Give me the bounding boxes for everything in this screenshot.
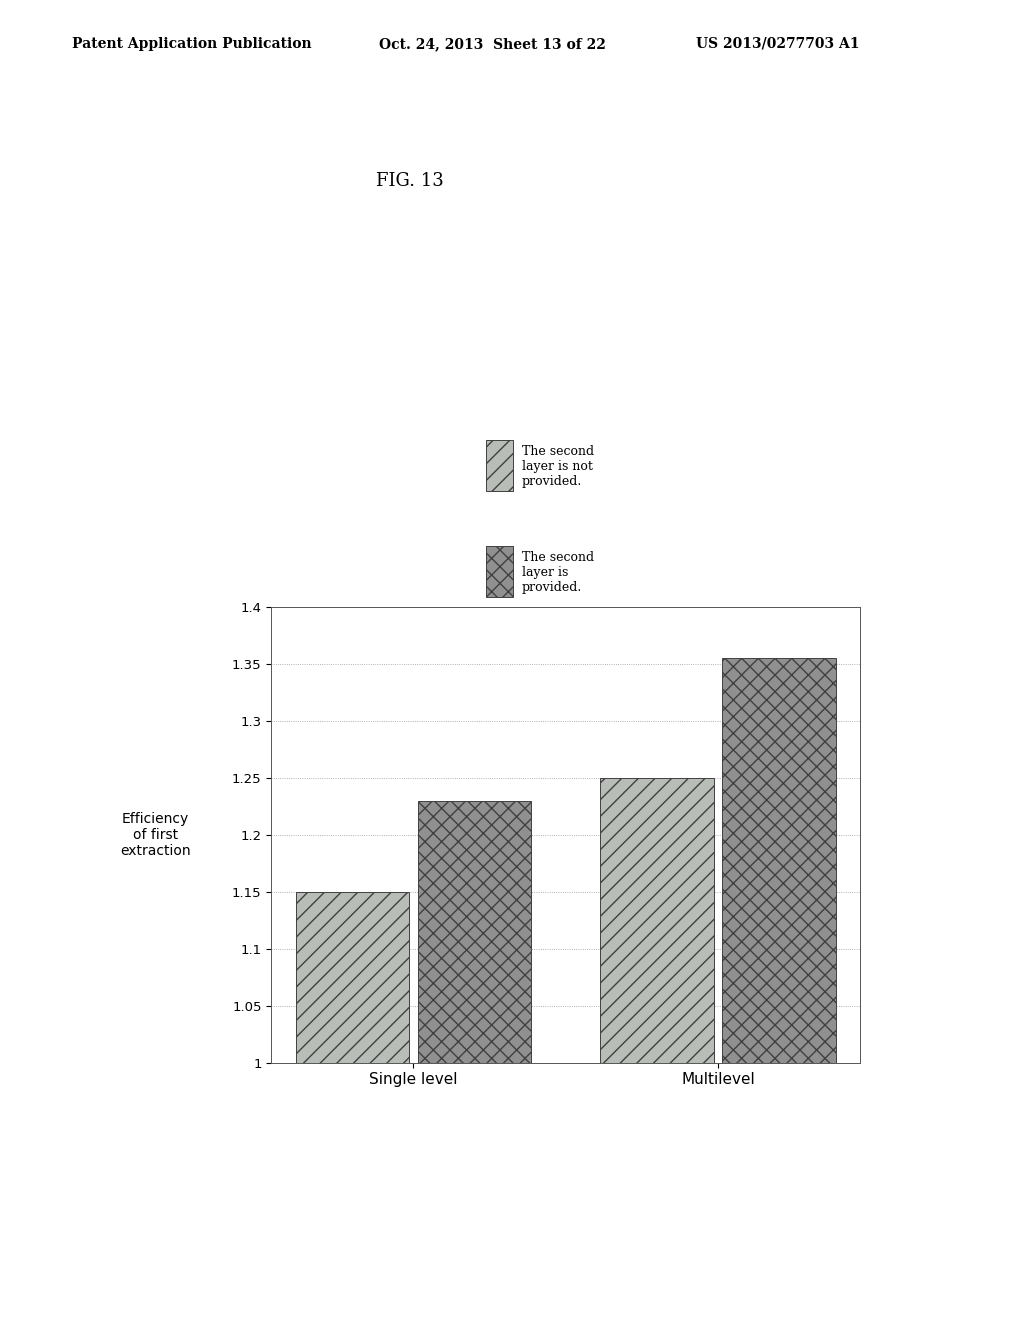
Text: Patent Application Publication: Patent Application Publication — [72, 37, 311, 51]
Bar — [722, 659, 836, 1063]
Bar — [600, 777, 714, 1063]
Text: US 2013/0277703 A1: US 2013/0277703 A1 — [696, 37, 860, 51]
Text: Oct. 24, 2013  Sheet 13 of 22: Oct. 24, 2013 Sheet 13 of 22 — [379, 37, 606, 51]
Bar — [418, 801, 531, 1063]
Text: The second
layer is
provided.: The second layer is provided. — [522, 552, 594, 594]
Y-axis label: Efficiency
of first
extraction: Efficiency of first extraction — [120, 812, 190, 858]
FancyBboxPatch shape — [485, 440, 513, 491]
FancyBboxPatch shape — [485, 546, 513, 598]
Bar — [296, 892, 410, 1063]
Text: FIG. 13: FIG. 13 — [376, 172, 443, 190]
Text: The second
layer is not
provided.: The second layer is not provided. — [522, 445, 594, 488]
